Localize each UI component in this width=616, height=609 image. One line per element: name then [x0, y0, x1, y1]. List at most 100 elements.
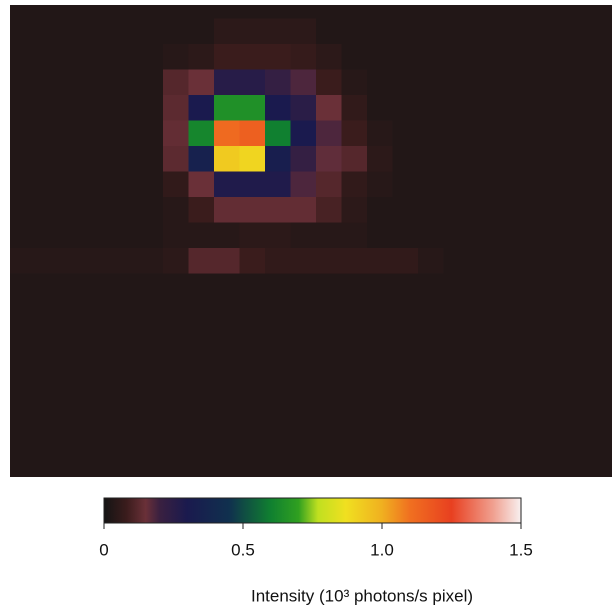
heatmap-cell — [342, 95, 368, 121]
heatmap-cell — [342, 350, 368, 376]
heatmap-cell — [316, 325, 342, 351]
heatmap-cell — [469, 0, 495, 19]
heatmap-cell — [342, 401, 368, 427]
heatmap-cell — [240, 299, 266, 325]
heatmap-cell — [342, 274, 368, 300]
heatmap-cell — [163, 121, 189, 147]
heatmap-cell — [10, 401, 36, 427]
heatmap-cell — [418, 70, 444, 96]
heatmap-cell — [189, 452, 215, 478]
heatmap-cell — [444, 325, 470, 351]
heatmap-cell — [393, 274, 419, 300]
heatmap-cell — [520, 121, 546, 147]
colorbar-tick-label: 0 — [99, 540, 108, 559]
heatmap-cell — [469, 19, 495, 45]
heatmap-cell — [163, 44, 189, 70]
heatmap-cell — [444, 197, 470, 223]
heatmap-cell — [520, 95, 546, 121]
heatmap-cell — [87, 223, 113, 249]
heatmap-cell — [444, 248, 470, 274]
heatmap-cell — [265, 274, 291, 300]
heatmap-cell — [469, 197, 495, 223]
heatmap-cell — [10, 299, 36, 325]
heatmap-cell — [495, 376, 521, 402]
heatmap-cell — [10, 248, 36, 274]
heatmap-cell — [546, 0, 572, 19]
heatmap-cell — [444, 274, 470, 300]
heatmap-cell — [520, 325, 546, 351]
heatmap-cell — [444, 172, 470, 198]
heatmap-cell — [87, 0, 113, 19]
heatmap-cell — [418, 95, 444, 121]
heatmap-cell — [393, 427, 419, 453]
heatmap-cell — [367, 121, 393, 147]
heatmap-cell — [61, 350, 87, 376]
heatmap-cell — [112, 146, 138, 172]
heatmap-cell — [138, 44, 164, 70]
heatmap-cell — [546, 452, 572, 478]
heatmap-cell — [138, 299, 164, 325]
heatmap-cell — [189, 121, 215, 147]
heatmap-cell — [597, 0, 616, 19]
heatmap-cell — [163, 376, 189, 402]
heatmap-cell — [214, 223, 240, 249]
heatmap-cell — [367, 197, 393, 223]
heatmap-cell — [240, 172, 266, 198]
heatmap-cell — [265, 121, 291, 147]
heatmap-cell — [495, 44, 521, 70]
heatmap-cell — [265, 197, 291, 223]
heatmap-cell — [367, 452, 393, 478]
heatmap-cell — [520, 299, 546, 325]
heatmap-cell — [393, 452, 419, 478]
heatmap-cell — [571, 452, 597, 478]
heatmap-cell — [163, 401, 189, 427]
heatmap-cell — [291, 248, 317, 274]
heatmap-cell — [10, 452, 36, 478]
heatmap-cell — [112, 197, 138, 223]
heatmap-cell — [367, 325, 393, 351]
heatmap-cell — [393, 70, 419, 96]
heatmap-cell — [316, 95, 342, 121]
heatmap-cell — [189, 427, 215, 453]
heatmap-cell — [342, 0, 368, 19]
heatmap-cell — [546, 197, 572, 223]
heatmap-cell — [597, 146, 616, 172]
heatmap-cell — [546, 401, 572, 427]
heatmap-cell — [393, 197, 419, 223]
heatmap-cell — [597, 19, 616, 45]
heatmap-cell — [10, 172, 36, 198]
heatmap — [10, 0, 616, 478]
heatmap-cell — [520, 452, 546, 478]
heatmap-cell — [418, 172, 444, 198]
heatmap-cell — [138, 197, 164, 223]
heatmap-cell — [546, 427, 572, 453]
heatmap-cell — [36, 121, 62, 147]
heatmap-cell — [520, 44, 546, 70]
heatmap-cell — [214, 452, 240, 478]
heatmap-cell — [112, 19, 138, 45]
heatmap-cell — [316, 248, 342, 274]
heatmap-cell — [36, 376, 62, 402]
heatmap-cell — [495, 146, 521, 172]
heatmap-cell — [163, 452, 189, 478]
heatmap-cell — [10, 350, 36, 376]
heatmap-cell — [520, 0, 546, 19]
heatmap-cell — [418, 274, 444, 300]
heatmap-cell — [316, 121, 342, 147]
heatmap-cell — [495, 299, 521, 325]
heatmap-cell — [418, 350, 444, 376]
heatmap-cell — [469, 427, 495, 453]
heatmap-cell — [265, 70, 291, 96]
heatmap-cell — [597, 401, 616, 427]
heatmap-cell — [240, 0, 266, 19]
heatmap-cell — [214, 376, 240, 402]
heatmap-cell — [138, 427, 164, 453]
heatmap-cell — [444, 44, 470, 70]
heatmap-cell — [597, 350, 616, 376]
heatmap-cell — [342, 248, 368, 274]
heatmap-cell — [444, 146, 470, 172]
heatmap-cell — [189, 146, 215, 172]
heatmap-cell — [138, 19, 164, 45]
heatmap-cell — [291, 223, 317, 249]
heatmap-cell — [61, 0, 87, 19]
